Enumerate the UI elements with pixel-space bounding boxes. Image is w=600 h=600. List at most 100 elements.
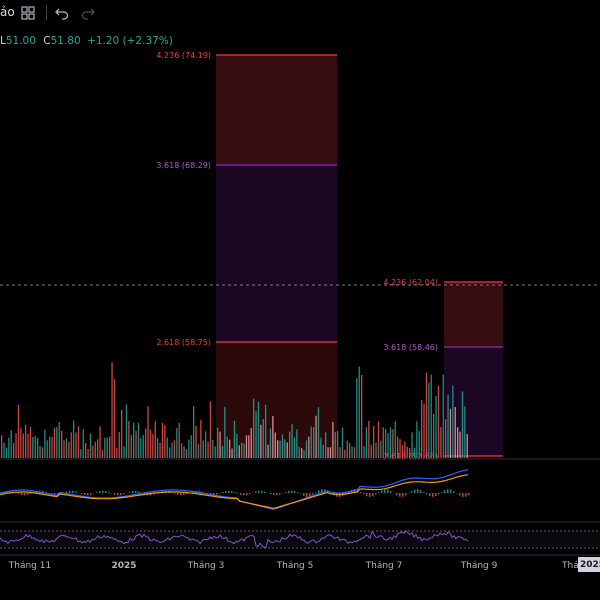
macd-bar xyxy=(108,492,110,493)
volume-bar xyxy=(250,427,252,458)
macd-bar xyxy=(390,490,392,493)
low-label: L xyxy=(0,35,6,47)
volume-bar xyxy=(397,436,399,458)
fib-right-zone-mid xyxy=(444,347,503,456)
volume-bar xyxy=(193,406,195,458)
macd-bar xyxy=(45,492,47,494)
volume-bar xyxy=(77,426,80,458)
macd-bar xyxy=(375,493,377,495)
volume-bar xyxy=(368,421,370,458)
volume-bar xyxy=(464,406,466,458)
macd-bar xyxy=(426,493,428,495)
volume-bar xyxy=(173,440,176,458)
volume-bar xyxy=(61,430,63,458)
undo-icon[interactable] xyxy=(52,3,72,23)
volume-bar xyxy=(176,427,178,458)
macd-bar xyxy=(297,492,299,494)
volume-bar xyxy=(433,413,435,458)
macd-bar xyxy=(300,493,302,494)
volume-bar xyxy=(15,433,17,458)
volume-bar xyxy=(106,437,108,458)
fib-left-label-4236: 4.236 (74.19) xyxy=(156,51,211,60)
rsi-pane[interactable] xyxy=(0,530,600,549)
macd-bar xyxy=(462,493,464,497)
redo-icon[interactable] xyxy=(78,3,98,23)
volume-bar xyxy=(329,447,332,458)
volume-bar xyxy=(401,445,404,458)
macd-bar xyxy=(174,493,176,494)
price-chart[interactable]: 4.236 (74.19) 3.618 (68.29) 2.618 (58.75… xyxy=(0,26,600,600)
volume-bar xyxy=(353,447,356,458)
volume-bar xyxy=(171,442,173,458)
volume-bar xyxy=(87,448,89,458)
volume-bar xyxy=(265,404,267,458)
macd-bar xyxy=(294,491,296,494)
macd-bar xyxy=(117,493,119,496)
volume-bar xyxy=(157,438,159,458)
macd-bar xyxy=(42,490,44,494)
macd-bar xyxy=(417,489,419,494)
volume-bar xyxy=(315,415,317,458)
volume-bar xyxy=(116,447,118,458)
volume-bar xyxy=(22,433,24,458)
macd-bar xyxy=(228,490,230,494)
fib-extension-right[interactable]: 4.236 (62.04) 3.618 (58.46) 2.618 (52.68… xyxy=(383,278,503,461)
volume-bar xyxy=(411,432,413,458)
macd-bar xyxy=(231,491,233,493)
macd-bar xyxy=(27,493,29,495)
volume-bar xyxy=(68,441,70,458)
volume-bar xyxy=(286,442,288,458)
close-value: 51.80 xyxy=(50,35,81,47)
volume-bar xyxy=(293,437,296,458)
macd-bar xyxy=(429,493,431,497)
volume-bar xyxy=(101,450,104,458)
volume-bar xyxy=(291,424,293,458)
x-axis-label: Tháng 9 xyxy=(460,561,498,571)
volume-bar xyxy=(169,447,171,458)
volume-bar xyxy=(394,421,396,458)
macd-bar xyxy=(318,490,320,493)
volume-bar xyxy=(241,442,243,458)
volume-bar xyxy=(142,434,144,458)
grid-icon[interactable] xyxy=(18,3,38,23)
volume-bar xyxy=(65,438,68,458)
macd-bar xyxy=(435,493,437,497)
fib-extension-left[interactable]: 4.236 (74.19) 3.618 (68.29) 2.618 (58.75… xyxy=(156,51,337,458)
macd-bar xyxy=(432,493,434,497)
macd-bar xyxy=(249,493,251,495)
volume-bar xyxy=(442,374,444,458)
change-value: +1.20 (+2.37%) xyxy=(87,35,173,47)
volume-bar xyxy=(149,429,152,458)
volume-bar xyxy=(430,374,432,458)
macd-bar xyxy=(261,490,263,493)
volume-bar xyxy=(188,439,190,458)
volume-bar xyxy=(404,441,406,458)
macd-bar xyxy=(87,493,89,496)
volume-bar xyxy=(260,424,262,458)
volume-bar xyxy=(212,439,214,458)
macd-bar xyxy=(54,493,56,496)
toolbar-divider xyxy=(46,6,47,20)
volume-bar xyxy=(13,442,15,458)
volume-bar xyxy=(255,411,257,458)
volume-bar xyxy=(34,435,36,458)
macd-bar xyxy=(369,493,371,497)
volume-bar xyxy=(37,437,39,458)
fib-left-zone-bottom xyxy=(216,342,337,458)
macd-pane[interactable] xyxy=(0,469,470,510)
volume-bar xyxy=(387,433,389,458)
macd-bar xyxy=(216,493,218,495)
volume-bar xyxy=(277,440,279,458)
macd-bar xyxy=(186,493,188,495)
fib-left-label-3618: 3.618 (68.29) xyxy=(156,161,211,170)
macd-bar xyxy=(123,493,125,495)
volume-bar xyxy=(85,443,87,458)
macd-bar xyxy=(135,490,137,494)
x-axis-label: Thá xyxy=(561,561,579,571)
volume-bar xyxy=(197,443,200,458)
volume-bar xyxy=(41,447,44,458)
macd-bar xyxy=(315,492,317,494)
time-axis[interactable]: Tháng 11 2025 Tháng 3 Tháng 5 Tháng 7 Th… xyxy=(8,561,579,571)
volume-bar xyxy=(200,419,202,458)
macd-bar xyxy=(405,493,407,496)
